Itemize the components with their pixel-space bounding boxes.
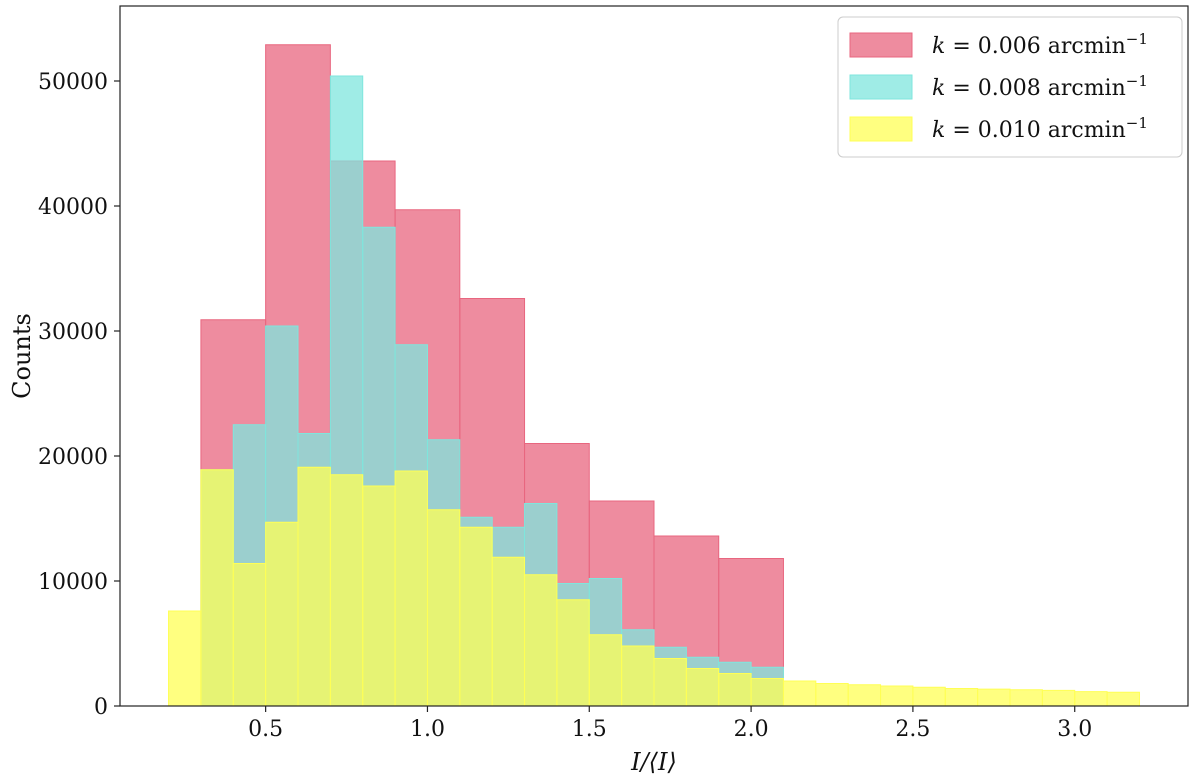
series-3-bars [168, 466, 1140, 707]
y-tick-label: 0 [94, 695, 108, 720]
series-3-bar-18 [718, 673, 752, 707]
plot-frame [119, 5, 1189, 707]
series-3-bar-4 [265, 521, 299, 707]
series-3-bar-13 [556, 599, 590, 707]
y-tick-label: 50000 [38, 70, 108, 95]
series-3-bar-7 [362, 485, 396, 707]
y-tick-label: 20000 [38, 445, 108, 470]
series-3-bar-29 [1074, 691, 1108, 707]
series-3-bar-9 [426, 509, 461, 707]
legend-swatch [849, 74, 913, 100]
series-3-bar-8 [394, 470, 428, 707]
x-tick-label: 2.5 [895, 717, 930, 742]
series-3-bar-21 [815, 683, 849, 707]
series-3-bar-25 [944, 688, 979, 707]
series-3-bar-28 [1041, 689, 1076, 707]
x-axis-label: I/⟨I⟩ [630, 748, 677, 776]
y-axis: 0 10000 20000 30000 40000 50000 [38, 70, 120, 720]
y-tick-label: 10000 [38, 570, 108, 595]
series-3-bar-30 [1106, 691, 1140, 707]
x-tick-label: 1.5 [572, 717, 607, 742]
series-3-bar-27 [1009, 689, 1043, 707]
legend-swatch [849, 32, 913, 58]
x-tick-label: 0.5 [248, 717, 283, 742]
series-3-bar-24 [912, 686, 946, 707]
series-3-bar-14 [588, 634, 623, 707]
series-3-bar-3 [232, 563, 267, 707]
x-tick-label: 3.0 [1057, 717, 1092, 742]
y-axis-label: Counts [8, 313, 36, 399]
series-3-bar-12 [524, 574, 558, 707]
x-tick-label: 1.0 [410, 717, 445, 742]
y-tick-label: 30000 [38, 320, 108, 345]
series-3-bar-17 [685, 668, 720, 707]
legend: k = 0.006 arcmin−1 k = 0.008 arcmin−1 k = … [837, 16, 1183, 158]
series-3-bar-19 [750, 678, 784, 707]
legend-swatch [849, 116, 913, 142]
series-3-bar-6 [329, 474, 364, 707]
legend-label: k = 0.006 arcmin−1 [932, 30, 1148, 59]
series-3-bar-23 [880, 685, 914, 707]
series-3-bar-5 [297, 466, 331, 707]
series-3-bar-26 [977, 688, 1011, 707]
legend-label: k = 0.008 arcmin−1 [932, 72, 1148, 101]
y-tick-label: 40000 [38, 195, 108, 220]
legend-box [837, 16, 1183, 158]
series-3-bar-2 [200, 469, 234, 707]
x-axis: 0.5 1.0 1.5 2.0 2.5 3.0 [248, 706, 1092, 742]
bars-layer [168, 44, 1140, 707]
series-3-bar-11 [491, 556, 526, 707]
series-3-bar-22 [847, 684, 882, 707]
series-3-bar-1 [168, 610, 202, 707]
legend-label: k = 0.010 arcmin−1 [932, 114, 1148, 143]
series-3-bar-15 [621, 645, 655, 707]
x-tick-label: 2.0 [734, 717, 769, 742]
series-3-bar-16 [653, 658, 687, 707]
series-3-bar-10 [459, 526, 493, 707]
series-3-bar-20 [782, 680, 817, 707]
